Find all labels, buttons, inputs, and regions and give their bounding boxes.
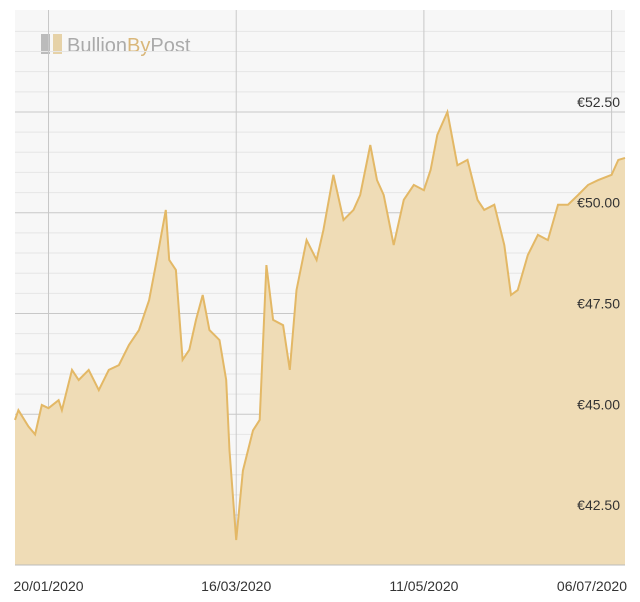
logo-icon (53, 34, 62, 54)
logo-icon (41, 34, 50, 54)
area (15, 112, 625, 565)
y-tick-label: €45.00 (577, 396, 620, 412)
y-tick-label: €50.00 (577, 195, 620, 211)
watermark: BullionByPost (67, 35, 191, 57)
y-tick-label: €52.50 (577, 94, 620, 110)
y-tick-label: €47.50 (577, 295, 620, 311)
watermark-part: By (127, 35, 150, 57)
watermark-part: Post (150, 35, 190, 57)
line (14, 108, 626, 541)
x-tick-label: 16/03/2020 (201, 578, 271, 594)
watermark-part: Bullion (67, 35, 127, 57)
x-tick-label: 11/05/2020 (389, 578, 458, 594)
y-tick-label: €42.50 (577, 497, 620, 513)
x-tick-label: 06/07/2020 (557, 578, 627, 594)
x-tick-label: 20/01/2020 (13, 578, 83, 594)
